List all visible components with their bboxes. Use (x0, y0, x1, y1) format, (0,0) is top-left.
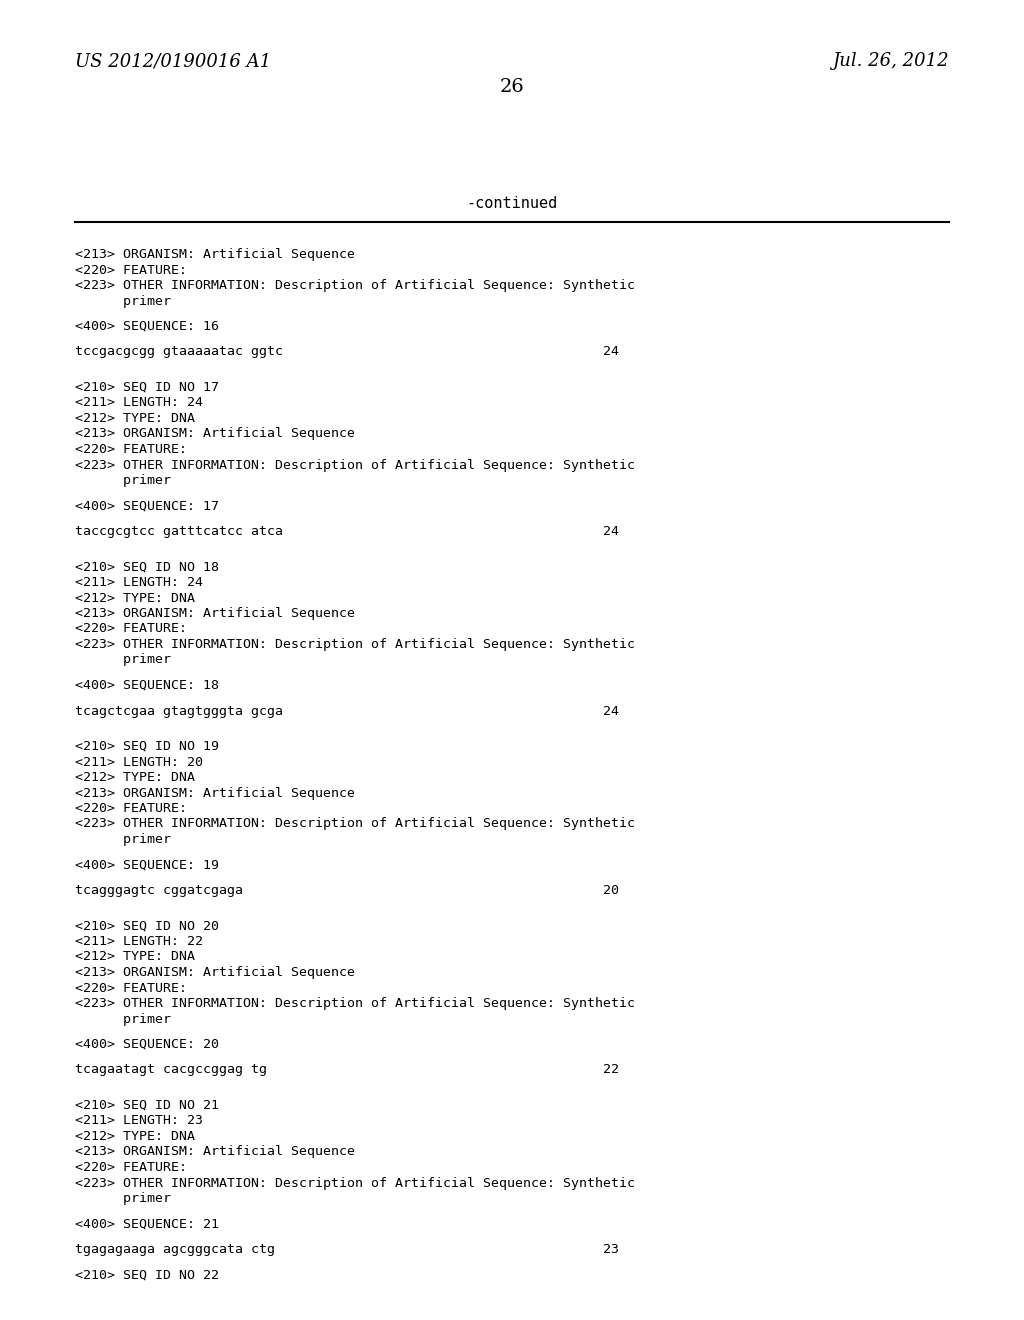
Text: <223> OTHER INFORMATION: Description of Artificial Sequence: Synthetic: <223> OTHER INFORMATION: Description of … (75, 1176, 635, 1189)
Text: primer: primer (75, 1192, 171, 1205)
Text: <220> FEATURE:: <220> FEATURE: (75, 1162, 187, 1173)
Text: <211> LENGTH: 23: <211> LENGTH: 23 (75, 1114, 203, 1127)
Text: <213> ORGANISM: Artificial Sequence: <213> ORGANISM: Artificial Sequence (75, 787, 355, 800)
Text: <213> ORGANISM: Artificial Sequence: <213> ORGANISM: Artificial Sequence (75, 1146, 355, 1159)
Text: <211> LENGTH: 24: <211> LENGTH: 24 (75, 396, 203, 409)
Text: primer: primer (75, 474, 171, 487)
Text: <400> SEQUENCE: 20: <400> SEQUENCE: 20 (75, 1038, 219, 1051)
Text: <211> LENGTH: 22: <211> LENGTH: 22 (75, 935, 203, 948)
Text: US 2012/0190016 A1: US 2012/0190016 A1 (75, 51, 271, 70)
Text: <223> OTHER INFORMATION: Description of Artificial Sequence: Synthetic: <223> OTHER INFORMATION: Description of … (75, 817, 635, 830)
Text: <220> FEATURE:: <220> FEATURE: (75, 264, 187, 276)
Text: tccgacgcgg gtaaaaatac ggtc                                        24: tccgacgcgg gtaaaaatac ggtc 24 (75, 346, 618, 359)
Text: <211> LENGTH: 20: <211> LENGTH: 20 (75, 755, 203, 768)
Text: <210> SEQ ID NO 17: <210> SEQ ID NO 17 (75, 381, 219, 393)
Text: <400> SEQUENCE: 19: <400> SEQUENCE: 19 (75, 858, 219, 871)
Text: primer: primer (75, 653, 171, 667)
Text: tgagagaaga agcgggcata ctg                                         23: tgagagaaga agcgggcata ctg 23 (75, 1243, 618, 1257)
Text: <212> TYPE: DNA: <212> TYPE: DNA (75, 771, 195, 784)
Text: primer: primer (75, 833, 171, 846)
Text: <400> SEQUENCE: 21: <400> SEQUENCE: 21 (75, 1217, 219, 1230)
Text: <220> FEATURE:: <220> FEATURE: (75, 982, 187, 994)
Text: <223> OTHER INFORMATION: Description of Artificial Sequence: Synthetic: <223> OTHER INFORMATION: Description of … (75, 458, 635, 471)
Text: <210> SEQ ID NO 18: <210> SEQ ID NO 18 (75, 561, 219, 573)
Text: tcagaatagt cacgccggag tg                                          22: tcagaatagt cacgccggag tg 22 (75, 1064, 618, 1077)
Text: Jul. 26, 2012: Jul. 26, 2012 (833, 51, 949, 70)
Text: <400> SEQUENCE: 17: <400> SEQUENCE: 17 (75, 499, 219, 512)
Text: <213> ORGANISM: Artificial Sequence: <213> ORGANISM: Artificial Sequence (75, 966, 355, 979)
Text: 26: 26 (500, 78, 524, 96)
Text: primer: primer (75, 294, 171, 308)
Text: primer: primer (75, 1012, 171, 1026)
Text: <220> FEATURE:: <220> FEATURE: (75, 803, 187, 814)
Text: <210> SEQ ID NO 21: <210> SEQ ID NO 21 (75, 1100, 219, 1111)
Text: <220> FEATURE:: <220> FEATURE: (75, 444, 187, 455)
Text: -continued: -continued (466, 195, 558, 211)
Text: <210> SEQ ID NO 22: <210> SEQ ID NO 22 (75, 1269, 219, 1282)
Text: <400> SEQUENCE: 16: <400> SEQUENCE: 16 (75, 319, 219, 333)
Text: <213> ORGANISM: Artificial Sequence: <213> ORGANISM: Artificial Sequence (75, 607, 355, 620)
Text: <223> OTHER INFORMATION: Description of Artificial Sequence: Synthetic: <223> OTHER INFORMATION: Description of … (75, 638, 635, 651)
Text: <212> TYPE: DNA: <212> TYPE: DNA (75, 591, 195, 605)
Text: <400> SEQUENCE: 18: <400> SEQUENCE: 18 (75, 678, 219, 692)
Text: tcagctcgaa gtagtgggta gcga                                        24: tcagctcgaa gtagtgggta gcga 24 (75, 705, 618, 718)
Text: <212> TYPE: DNA: <212> TYPE: DNA (75, 412, 195, 425)
Text: tcagggagtc cggatcgaga                                             20: tcagggagtc cggatcgaga 20 (75, 884, 618, 898)
Text: taccgcgtcc gatttcatcc atca                                        24: taccgcgtcc gatttcatcc atca 24 (75, 525, 618, 539)
Text: <220> FEATURE:: <220> FEATURE: (75, 623, 187, 635)
Text: <210> SEQ ID NO 19: <210> SEQ ID NO 19 (75, 741, 219, 752)
Text: <211> LENGTH: 24: <211> LENGTH: 24 (75, 576, 203, 589)
Text: <223> OTHER INFORMATION: Description of Artificial Sequence: Synthetic: <223> OTHER INFORMATION: Description of … (75, 997, 635, 1010)
Text: <212> TYPE: DNA: <212> TYPE: DNA (75, 1130, 195, 1143)
Text: <213> ORGANISM: Artificial Sequence: <213> ORGANISM: Artificial Sequence (75, 248, 355, 261)
Text: <210> SEQ ID NO 20: <210> SEQ ID NO 20 (75, 920, 219, 932)
Text: <213> ORGANISM: Artificial Sequence: <213> ORGANISM: Artificial Sequence (75, 428, 355, 441)
Text: <223> OTHER INFORMATION: Description of Artificial Sequence: Synthetic: <223> OTHER INFORMATION: Description of … (75, 279, 635, 292)
Text: <212> TYPE: DNA: <212> TYPE: DNA (75, 950, 195, 964)
